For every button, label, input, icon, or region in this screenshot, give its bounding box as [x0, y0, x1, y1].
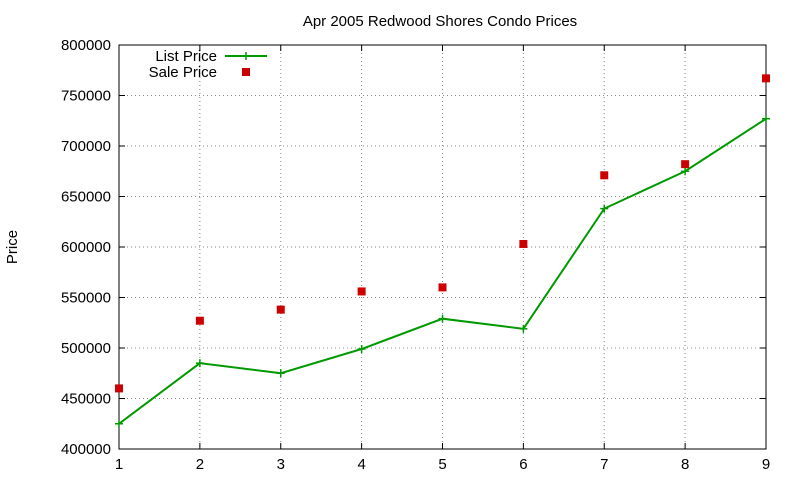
x-tick-label: 7 [600, 456, 608, 473]
y-tick-label: 550000 [61, 290, 111, 307]
grid-layer [119, 45, 766, 449]
x-tick-label: 5 [438, 456, 446, 473]
y-tick-label: 400000 [61, 441, 111, 458]
legend-label: List Price [155, 48, 217, 65]
x-tick-label: 4 [357, 456, 365, 473]
series-list-price [115, 114, 770, 428]
y-tick-label: 600000 [61, 239, 111, 256]
data-point [600, 204, 609, 213]
legend-marker [242, 68, 250, 76]
data-point [762, 114, 770, 123]
axis-layer: 1 2 3 4 5 6 7 8 9 400000 450000 500000 550000 600000 6… [61, 37, 770, 473]
y-tick-label: 500000 [61, 340, 111, 357]
x-tick-label: 2 [196, 456, 204, 473]
x-tick-label: 8 [681, 456, 689, 473]
data-point [115, 419, 123, 428]
legend-marker [242, 52, 250, 60]
data-point [276, 305, 285, 314]
x-tick-label: 1 [115, 456, 123, 473]
data-point [681, 167, 690, 176]
data-point [115, 384, 123, 393]
y-tick-label: 750000 [61, 88, 111, 105]
data-point [276, 369, 285, 378]
x-tick-label: 6 [519, 456, 527, 473]
data-point [681, 160, 690, 169]
y-tick-label: 450000 [61, 391, 111, 408]
data-point [438, 314, 447, 323]
data-point [357, 345, 366, 354]
data-point [438, 283, 447, 292]
data-point [357, 287, 366, 296]
data-point [195, 316, 204, 325]
y-axis-label: Price [4, 230, 21, 264]
data-point [519, 324, 528, 333]
y-tick-label: 700000 [61, 138, 111, 155]
chart-title: Apr 2005 Redwood Shores Condo Prices [303, 13, 577, 30]
y-tick-label: 650000 [61, 189, 111, 206]
data-point [762, 74, 770, 83]
series-sale-price [115, 74, 770, 393]
y-tick-label: 800000 [61, 37, 111, 54]
x-tick-label: 3 [277, 456, 285, 473]
legend-label: Sale Price [149, 64, 217, 81]
data-point [195, 359, 204, 368]
legend-item: Sale Price [149, 64, 250, 81]
data-point [519, 239, 528, 248]
legend-item: List Price [155, 48, 267, 65]
series-layer [115, 74, 770, 428]
x-tick-label: 9 [762, 456, 770, 473]
data-point [600, 171, 609, 180]
